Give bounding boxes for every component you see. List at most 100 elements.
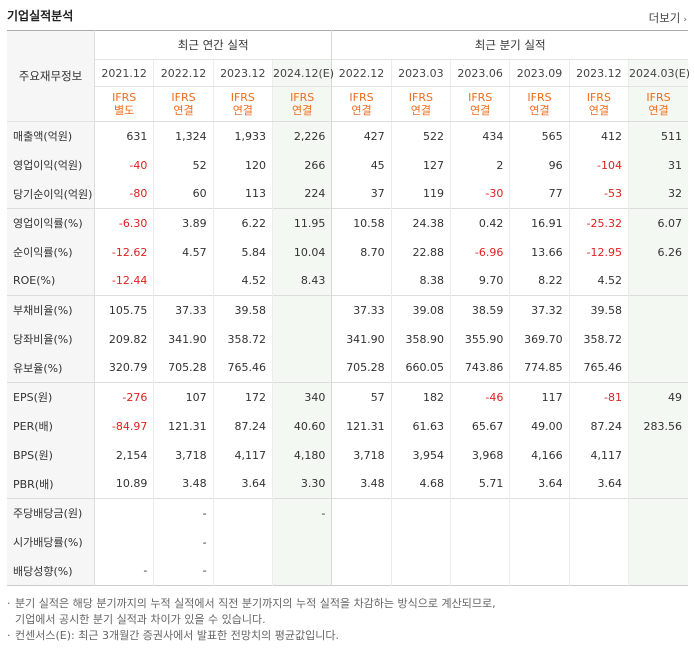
annual-value-cell: 4.57 (153, 237, 214, 267)
ifrs-basis-header: IFRS 연결 (271, 86, 332, 122)
quarter-value-cell: 355.90 (450, 324, 510, 354)
table-row: 배당성향(%) - - (7, 556, 688, 586)
quarter-value-cell (628, 295, 688, 325)
annual-value-cell: 40.60 (271, 411, 332, 441)
ifrs-standard-label: IFRS (468, 91, 493, 104)
ifrs-standard-label: IFRS (349, 91, 374, 104)
ifrs-standard-label: IFRS (646, 91, 671, 104)
ifrs-standard-label: IFRS (586, 91, 611, 104)
quarter-value-cell: -6.96 (450, 237, 510, 267)
quarter-value-cell: 37 (331, 179, 392, 209)
quarter-value-cell: 22.88 (390, 237, 451, 267)
quarter-value-cell: 49 (628, 382, 688, 412)
quarter-value-cell: 3.64 (568, 469, 629, 499)
annual-value-cell (93, 527, 154, 557)
ifrs-standard-label: IFRS (290, 91, 315, 104)
annual-period-header: 2022.12 (153, 59, 214, 87)
annual-value-cell (271, 295, 332, 325)
quarter-value-cell: 31 (628, 150, 688, 180)
table-row: ROE(%) -12.44 4.52 8.43 8.38 9.70 8.22 4.52 (7, 266, 688, 296)
annual-value-cell: 3.89 (153, 208, 214, 238)
annual-value-cell (212, 498, 273, 528)
footnote-quarterly: 분기 실적은 해당 분기까지의 누적 실적에서 직전 분기까지의 누적 실적을 … (7, 596, 687, 628)
quarter-value-cell: 0.42 (450, 208, 510, 238)
annual-value-cell: - (153, 556, 214, 586)
quarter-period-header: 2022.12 (331, 59, 392, 87)
ifrs-standard-label: IFRS (171, 91, 196, 104)
row-label: 순이익률(%) (7, 237, 95, 267)
ifrs-standard-label: IFRS (230, 91, 255, 104)
quarter-period-header: 2023.06 (450, 59, 510, 87)
table-row: 당좌비율(%) 209.82 341.90 358.72 341.90 358.90 355… (7, 324, 688, 354)
annual-value-cell: -40 (93, 150, 154, 180)
more-link[interactable]: 더보기 › (649, 10, 687, 26)
annual-value-cell: 39.58 (212, 295, 273, 325)
annual-value-cell: 113 (212, 179, 273, 209)
annual-value-cell: 3.30 (271, 469, 332, 499)
quarter-value-cell (509, 498, 570, 528)
annual-value-cell: 340 (271, 382, 332, 412)
ifrs-basis-header: IFRS 별도 (93, 86, 154, 122)
ifrs-basis-header: IFRS 연결 (331, 86, 392, 122)
annual-value-cell: 266 (271, 150, 332, 180)
annual-value-cell: - (153, 527, 214, 557)
quarter-value-cell (450, 556, 510, 586)
annual-value-cell (212, 556, 273, 586)
quarter-value-cell: 57 (331, 382, 392, 412)
quarter-period-header: 2023.09 (509, 59, 570, 87)
row-label: 영업이익률(%) (7, 208, 95, 238)
quarter-value-cell: 660.05 (390, 353, 451, 383)
annual-value-cell: 6.22 (212, 208, 273, 238)
quarter-value-cell: 4,117 (568, 440, 629, 470)
row-label: PER(배) (7, 411, 95, 441)
quarter-value-cell: -25.32 (568, 208, 629, 238)
annual-value-cell: 11.95 (271, 208, 332, 238)
quarter-value-cell: 16.91 (509, 208, 570, 238)
ifrs-scope-label: 연결 (351, 104, 372, 117)
quarter-value-cell: 765.46 (568, 353, 629, 383)
table-row: 영업이익(억원) -40 52 120 266 45 127 2 96 -104 31 (7, 150, 688, 180)
row-label: 영업이익(억원) (7, 150, 95, 180)
header-row-periods: 2021.12 2022.12 2023.12 2024.12(E) 2022.12 20… (7, 59, 690, 87)
quarter-value-cell: 3.48 (331, 469, 392, 499)
annual-value-cell: 705.28 (153, 353, 214, 383)
quarter-value-cell: 522 (390, 121, 451, 151)
quarter-value-cell: 119 (390, 179, 451, 209)
annual-value-cell: -12.62 (93, 237, 154, 267)
row-label: 시가배당률(%) (7, 527, 95, 557)
ifrs-scope-label: 연결 (470, 104, 491, 117)
annual-value-cell: 120 (212, 150, 273, 180)
table-row: PER(배) -84.97 121.31 87.24 40.60 121.31 61.63 6… (7, 411, 688, 441)
label-column-header: 주요재무정보 (7, 30, 95, 122)
annual-value-cell: 37.33 (153, 295, 214, 325)
annual-value-cell: 52 (153, 150, 214, 180)
ifrs-basis-header: IFRS 연결 (212, 86, 273, 122)
quarter-value-cell: 182 (390, 382, 451, 412)
ifrs-basis-header: IFRS 연결 (153, 86, 214, 122)
quarter-value-cell (509, 556, 570, 586)
annual-value-cell (271, 527, 332, 557)
annual-value-cell (271, 324, 332, 354)
annual-value-cell: 1,324 (153, 121, 214, 151)
table-row: BPS(원) 2,154 3,718 4,117 4,180 3,718 3,954 3,96… (7, 440, 688, 470)
quarter-value-cell: 4,166 (509, 440, 570, 470)
ifrs-scope-label: 연결 (410, 104, 431, 117)
quarter-value-cell: -12.95 (568, 237, 629, 267)
quarter-value-cell: 37.32 (509, 295, 570, 325)
annual-value-cell (153, 266, 214, 296)
table-row: EPS(원) -276 107 172 340 57 182 -46 117 -81 49 (7, 382, 688, 412)
quarter-value-cell: 8.70 (331, 237, 392, 267)
quarter-value-cell (509, 527, 570, 557)
quarter-period-header: 2024.03(E) (628, 59, 690, 87)
quarter-value-cell: 5.71 (450, 469, 510, 499)
quarter-value-cell: 9.70 (450, 266, 510, 296)
quarter-value-cell (390, 498, 451, 528)
annual-value-cell: - (93, 556, 154, 586)
ifrs-standard-label: IFRS (408, 91, 433, 104)
quarter-value-cell: 743.86 (450, 353, 510, 383)
annual-value-cell: - (271, 498, 332, 528)
annual-group-header: 최근 연간 실적 (93, 30, 332, 60)
quarter-value-cell: 3,718 (331, 440, 392, 470)
quarter-period-header: 2023.03 (390, 59, 451, 87)
annual-value-cell: 320.79 (93, 353, 154, 383)
